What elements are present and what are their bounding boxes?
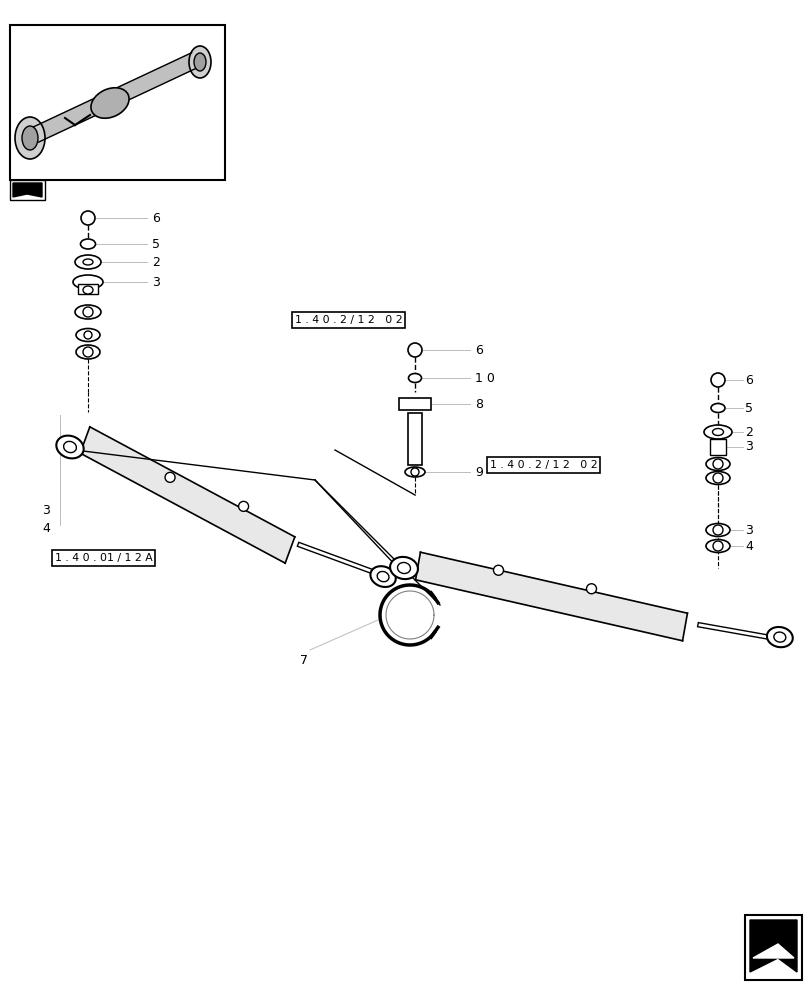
Text: 1 . 4 0 . 2 / 1 2   0 2: 1 . 4 0 . 2 / 1 2 0 2 [489, 460, 597, 470]
Ellipse shape [189, 46, 211, 78]
Text: 3: 3 [152, 275, 160, 288]
Ellipse shape [75, 255, 101, 269]
Ellipse shape [370, 566, 395, 587]
Circle shape [84, 331, 92, 339]
Circle shape [83, 347, 93, 357]
Text: 1 . 4 0 . 2 / 1 2   0 2: 1 . 4 0 . 2 / 1 2 0 2 [294, 315, 402, 325]
Polygon shape [752, 944, 793, 958]
Ellipse shape [766, 627, 792, 647]
Circle shape [493, 565, 503, 575]
Ellipse shape [705, 472, 729, 485]
Bar [10, 180, 45, 200]
Ellipse shape [83, 286, 93, 294]
Circle shape [712, 459, 722, 469]
Ellipse shape [194, 53, 206, 71]
Bar [407, 413, 422, 465]
Polygon shape [13, 183, 42, 197]
Ellipse shape [56, 436, 84, 458]
Ellipse shape [389, 557, 418, 579]
Text: 5: 5 [152, 237, 160, 250]
Text: 2: 2 [744, 426, 752, 438]
Ellipse shape [397, 562, 410, 574]
Ellipse shape [80, 239, 96, 249]
Text: 9: 9 [474, 466, 483, 479]
Text: 1 0: 1 0 [474, 371, 494, 384]
Text: 3: 3 [744, 440, 752, 454]
Text: 5: 5 [744, 401, 752, 414]
Circle shape [712, 541, 722, 551]
Ellipse shape [703, 425, 731, 439]
Text: 8: 8 [474, 397, 483, 410]
Polygon shape [749, 920, 796, 972]
Text: 6: 6 [474, 344, 483, 357]
Bar [10, 25, 225, 180]
Text: 3: 3 [744, 524, 752, 536]
Ellipse shape [705, 458, 729, 471]
Circle shape [83, 307, 93, 317]
Ellipse shape [773, 632, 785, 642]
Text: 4: 4 [42, 522, 49, 534]
Text: 4: 4 [744, 540, 752, 552]
Ellipse shape [408, 373, 421, 382]
Circle shape [712, 525, 722, 535]
Ellipse shape [76, 345, 100, 359]
Ellipse shape [377, 571, 388, 582]
Ellipse shape [705, 524, 729, 536]
Circle shape [407, 343, 422, 357]
Ellipse shape [15, 117, 45, 159]
Ellipse shape [76, 328, 100, 342]
Text: 6: 6 [744, 373, 752, 386]
Ellipse shape [91, 88, 129, 118]
Bar [744, 915, 801, 980]
Bar [78, 284, 98, 294]
Circle shape [710, 373, 724, 387]
Text: 7: 7 [299, 654, 307, 666]
Ellipse shape [710, 403, 724, 412]
Polygon shape [80, 427, 294, 563]
Polygon shape [32, 53, 198, 142]
Circle shape [586, 584, 596, 594]
Polygon shape [415, 552, 687, 641]
Circle shape [410, 468, 418, 476]
Circle shape [712, 473, 722, 483]
Circle shape [238, 501, 248, 511]
Ellipse shape [73, 275, 103, 289]
Text: 6: 6 [152, 212, 160, 225]
Circle shape [81, 211, 95, 225]
Circle shape [165, 472, 175, 482]
Bar [709, 439, 725, 455]
Ellipse shape [63, 441, 76, 453]
Text: 2: 2 [152, 255, 160, 268]
Ellipse shape [705, 540, 729, 552]
Ellipse shape [75, 305, 101, 319]
Bar [398, 398, 431, 410]
Text: 3: 3 [42, 504, 49, 516]
Ellipse shape [22, 126, 38, 150]
Ellipse shape [405, 467, 424, 477]
Ellipse shape [711, 428, 723, 436]
Text: 1 . 4 0 . 01 / 1 2 A: 1 . 4 0 . 01 / 1 2 A [55, 553, 152, 563]
Ellipse shape [83, 259, 93, 265]
